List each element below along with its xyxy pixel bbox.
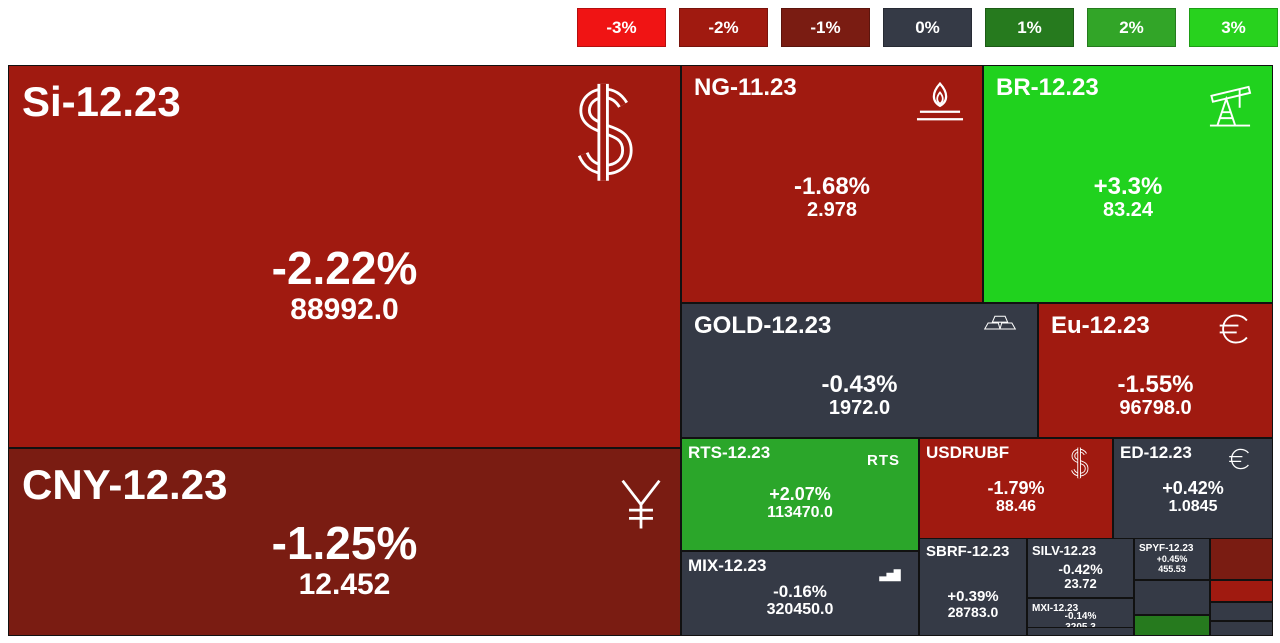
legend-item-plus2: 2% — [1087, 8, 1176, 47]
tile-price: 96798.0 — [1119, 396, 1192, 419]
legend-item-zero: 0% — [883, 8, 972, 47]
rts-text-icon: RTS — [867, 452, 900, 469]
tile-price: 455.53 — [1158, 563, 1186, 574]
tile-name: SILV-12.23 — [1032, 543, 1097, 558]
tile-unlabeled[interactable] — [1210, 538, 1273, 580]
tile-price: 88992.0 — [290, 292, 399, 326]
tile-name: USDRUBF — [926, 443, 1010, 462]
tile-silv-12-23[interactable]: SILV-12.23 -0.42% 23.72 — [1027, 538, 1134, 598]
legend-item-minus1: -1% — [781, 8, 870, 47]
tile-values: -2.22% 88992.0 — [9, 242, 680, 326]
tile-mix-12-23[interactable]: MIX-12.23 -0.16% 320450.0 — [681, 551, 919, 636]
legend-item-plus1: 1% — [985, 8, 1074, 47]
tile-change: -1.79% — [987, 478, 1045, 498]
legend-item-minus2: -2% — [679, 8, 768, 47]
oil-pump-icon — [1204, 78, 1256, 130]
tile-ed-12-23[interactable]: ED-12.23 +0.42% 1.0845 — [1113, 438, 1273, 551]
tile-change: -0.43% — [821, 371, 898, 398]
tile-br-12-23[interactable]: BR-12.23 +3.3% 83.24 — [983, 65, 1273, 303]
tile-values: -0.43% 1972.0 — [682, 372, 1037, 420]
tile-change: -0.42% — [1058, 561, 1103, 577]
tile-unlabeled[interactable] — [1210, 580, 1273, 602]
tile-price: 1972.0 — [828, 396, 891, 419]
tile-price: 113470.0 — [767, 504, 833, 522]
tile-values: -0.42% 23.72 — [1028, 561, 1133, 592]
tile-price: 88.46 — [995, 498, 1037, 516]
tile-name: RTS-12.23 — [688, 443, 771, 462]
tile-change: -0.16% — [773, 582, 827, 601]
legend-item-minus3: -3% — [577, 8, 666, 47]
legend-item-plus3: 3% — [1189, 8, 1278, 47]
tile-price: 12.452 — [298, 567, 391, 601]
dollar-icon — [568, 82, 644, 185]
tile-name: MIX-12.23 — [688, 556, 767, 575]
tile-values: -1.68% 2.978 — [682, 174, 982, 222]
tile-unlabeled[interactable] — [1134, 580, 1210, 615]
tile-gold-12-23[interactable]: GOLD-12.23 -0.43% 1972.0 — [681, 303, 1038, 438]
tile-change: +3.3% — [1093, 173, 1163, 200]
yen-icon — [618, 477, 664, 532]
tile-price: 83.24 — [1102, 198, 1154, 221]
tile-unlabeled[interactable] — [1210, 621, 1273, 636]
euro-icon — [1228, 447, 1252, 471]
tile-name: SPYF-12.23 — [1139, 543, 1194, 554]
gold-bars-icon — [983, 312, 1017, 331]
tile-name: MXI-12.23 — [1032, 603, 1079, 614]
tile-rts-12-23[interactable]: RTS-12.23 +2.07% 113470.0 RTS — [681, 438, 919, 551]
tile-price: 2.978 — [806, 198, 858, 221]
gas-flame-icon — [914, 78, 966, 125]
tile-name: CNY-12.23 — [22, 461, 228, 508]
tile-change: -1.25% — [271, 517, 418, 569]
tile-spyf-12-23[interactable]: SPYF-12.23 +0.45% 455.53 — [1134, 538, 1210, 580]
tile-values: +0.42% 1.0845 — [1114, 478, 1272, 516]
tile-change: +0.42% — [1162, 478, 1224, 498]
tile-ng-11-23[interactable]: NG-11.23 -1.68% 2.978 — [681, 65, 983, 303]
tile-usdrubf[interactable]: USDRUBF -1.79% 88.46 — [919, 438, 1113, 551]
tile-change: -2.22% — [271, 242, 418, 294]
tile-price: 23.72 — [1064, 576, 1097, 592]
color-legend: -3% -2% -1% 0% 1% 2% 3% — [577, 8, 1278, 47]
tile-values: +0.39% 28783.0 — [920, 588, 1026, 621]
euro-icon — [1218, 312, 1252, 346]
tile-price: 28783.0 — [947, 604, 999, 621]
tile-values: -1.25% 12.452 — [9, 517, 680, 601]
tile-change: -0.14% — [1064, 611, 1097, 622]
dollar-icon — [1068, 447, 1092, 479]
tile-name: SBRF-12.23 — [926, 543, 1010, 560]
tile-values: +2.07% 113470.0 — [682, 484, 918, 522]
tile-eu-12-23[interactable]: Eu-12.23 -1.55% 96798.0 — [1038, 303, 1273, 438]
tile-values: -1.55% 96798.0 — [1039, 372, 1272, 420]
treemap: Si-12.23 -2.22% 88992.0 CNY-12.23 -1.25% 12.4… — [8, 65, 1273, 636]
tile-cny-12-23[interactable]: CNY-12.23 -1.25% 12.452 — [8, 448, 681, 636]
tile-unlabeled[interactable] — [1027, 627, 1134, 636]
tile-name: Si-12.23 — [22, 78, 181, 125]
chart-steps-icon — [878, 568, 902, 582]
tile-price: 1.0845 — [1168, 498, 1218, 516]
tile-si-12-23[interactable]: Si-12.23 -2.22% 88992.0 — [8, 65, 681, 448]
tile-change: +0.39% — [947, 588, 999, 605]
tile-change: +2.07% — [769, 484, 831, 504]
tile-values: -0.16% 320450.0 — [682, 582, 918, 619]
tile-unlabeled[interactable] — [1134, 615, 1210, 636]
tile-unlabeled[interactable] — [1210, 602, 1273, 621]
tile-name: GOLD-12.23 — [694, 312, 832, 339]
tile-name: ED-12.23 — [1120, 443, 1192, 462]
tile-name: BR-12.23 — [996, 74, 1099, 101]
tile-values: +3.3% 83.24 — [984, 174, 1272, 222]
tile-values: +0.45% 455.53 — [1135, 554, 1209, 574]
tile-name: NG-11.23 — [694, 74, 797, 101]
tile-change: +0.45% — [1156, 554, 1188, 564]
tile-price: 320450.0 — [766, 601, 834, 619]
tile-change: -1.68% — [793, 173, 871, 200]
tile-values: -1.79% 88.46 — [920, 478, 1112, 516]
tile-sbrf-12-23[interactable]: SBRF-12.23 +0.39% 28783.0 — [919, 538, 1027, 636]
tile-name: Eu-12.23 — [1051, 312, 1150, 339]
tile-change: -1.55% — [1117, 371, 1194, 398]
